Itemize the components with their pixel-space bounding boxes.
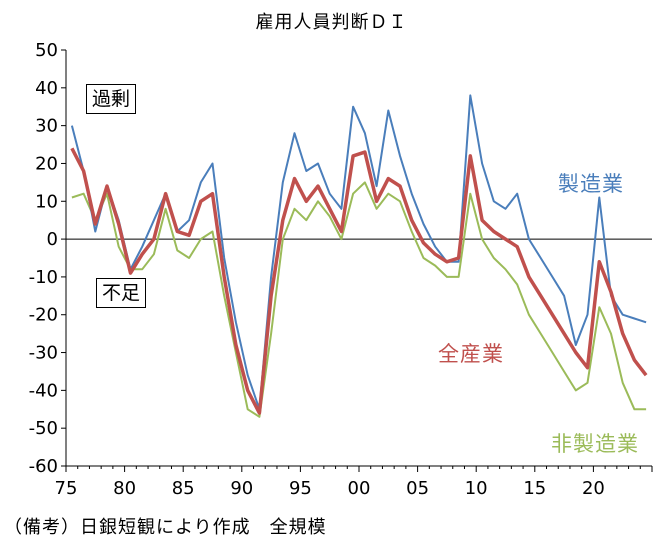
chart-title: 雇用人員判断ＤＩ [255,12,408,33]
chart-series-lines [70,94,648,418]
x-tick-label: 20 [582,478,605,499]
y-tick-label: 50 [35,40,58,61]
y-tick-label: 30 [35,116,58,137]
shortage-annotation: 不足 [96,278,147,308]
x-tick-label: 75 [55,478,78,499]
y-tick-label: 20 [35,153,58,174]
series-label-non-manufacturing: 非製造業 [551,432,639,456]
series-line-non-manufacturing [71,181,647,418]
series-line-manufacturing [70,94,647,411]
y-tick-label: 40 [35,78,58,99]
y-tick-label: -20 [29,305,58,326]
source-note: （備考）日銀短観により作成 全規模 [4,517,327,538]
x-tick-label: 85 [172,478,195,499]
x-tick-label: 15 [523,478,546,499]
x-tick-label: 90 [230,478,253,499]
y-tick-label: -30 [29,343,58,364]
x-tick-label: 05 [406,478,429,499]
x-tick-label: 95 [289,478,312,499]
y-tick-label: -10 [29,267,58,288]
y-tick-label: 10 [35,191,58,212]
x-tick-label: 10 [465,478,488,499]
surplus-annotation: 過剰 [86,84,137,114]
y-tick-label: -50 [29,418,58,439]
x-tick-label: 00 [348,478,371,499]
chart-axes [61,49,653,472]
series-line-all-industries [70,147,648,415]
y-tick-label: 0 [47,229,58,250]
series-label-all-industries: 全産業 [438,342,504,366]
y-tick-label: -40 [29,380,58,401]
y-tick-label: -60 [29,456,58,477]
x-tick-label: 80 [113,478,136,499]
series-label-manufacturing: 製造業 [558,172,624,196]
